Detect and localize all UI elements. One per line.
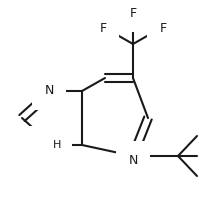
Text: H: H <box>53 140 61 150</box>
Text: N: N <box>44 84 53 97</box>
Text: F: F <box>99 21 106 34</box>
Text: N: N <box>41 138 50 151</box>
Text: N: N <box>128 153 137 166</box>
Text: F: F <box>129 7 136 20</box>
Text: F: F <box>159 21 166 34</box>
